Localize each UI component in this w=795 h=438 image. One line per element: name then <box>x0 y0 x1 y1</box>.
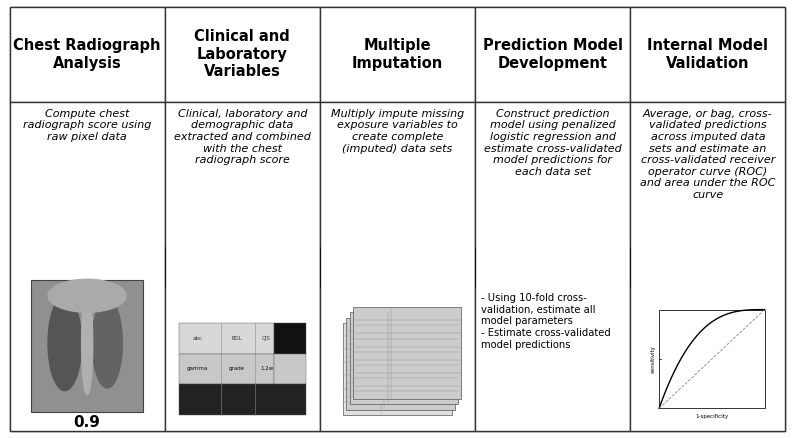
Text: Average, or bag, cross-
validated predictions
across imputed data
sets and estim: Average, or bag, cross- validated predic… <box>640 109 776 200</box>
Bar <box>475 7 630 102</box>
Text: Internal Model
Validation: Internal Model Validation <box>647 38 769 71</box>
Text: 1.2w: 1.2w <box>260 366 273 371</box>
Text: BGL: BGL <box>232 336 242 341</box>
Bar <box>475 102 630 431</box>
Bar <box>179 323 274 353</box>
Bar <box>320 102 475 431</box>
Text: Multiple
Imputation: Multiple Imputation <box>352 38 443 71</box>
Text: grade: grade <box>229 366 246 371</box>
Bar <box>165 102 320 431</box>
Text: Prediction Model
Development: Prediction Model Development <box>483 38 622 71</box>
Ellipse shape <box>82 292 93 395</box>
Text: Multiply impute missing
exposure variables to
create complete
(imputed) data set: Multiply impute missing exposure variabl… <box>331 109 464 154</box>
Bar <box>630 102 785 431</box>
Ellipse shape <box>48 296 82 391</box>
Bar <box>274 353 306 384</box>
Text: 1-specificity: 1-specificity <box>696 413 728 419</box>
Bar <box>179 384 306 415</box>
Text: CJS: CJS <box>262 336 271 341</box>
Text: Construct prediction
model using penalized
logistic regression and
estimate cros: Construct prediction model using penaliz… <box>484 109 622 177</box>
Bar <box>10 102 165 431</box>
Bar <box>343 323 452 415</box>
Text: gamma: gamma <box>187 366 208 371</box>
Text: Compute chest
radiograph score using
raw pixel data: Compute chest radiograph score using raw… <box>23 109 151 142</box>
Bar <box>179 353 274 384</box>
Bar <box>350 312 458 404</box>
Bar <box>659 310 765 408</box>
Ellipse shape <box>48 279 126 312</box>
Bar <box>320 7 475 102</box>
Bar <box>353 307 461 399</box>
Text: 0.9: 0.9 <box>74 415 101 430</box>
Text: Clinical, laboratory and
demographic data
extracted and combined
with the chest
: Clinical, laboratory and demographic dat… <box>174 109 311 165</box>
Bar <box>10 7 165 102</box>
Bar <box>347 318 455 410</box>
Text: abc: abc <box>192 336 203 341</box>
Bar <box>274 323 306 353</box>
Bar <box>630 7 785 102</box>
Bar <box>31 280 143 412</box>
Text: Clinical and
Laboratory
Variables: Clinical and Laboratory Variables <box>195 29 290 79</box>
Text: sensitivity: sensitivity <box>650 345 655 373</box>
Ellipse shape <box>92 298 122 388</box>
Text: - Using 10-fold cross-
validation, estimate all
model parameters
- Estimate cros: - Using 10-fold cross- validation, estim… <box>481 293 611 350</box>
Text: Chest Radiograph
Analysis: Chest Radiograph Analysis <box>14 38 161 71</box>
Bar <box>165 7 320 102</box>
